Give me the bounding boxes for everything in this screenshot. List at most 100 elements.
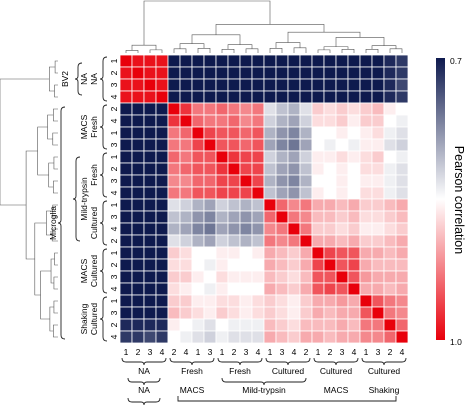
dendrogram-branch <box>125 50 139 53</box>
heatmap-cell <box>275 174 289 188</box>
heatmap-cell <box>239 294 253 308</box>
heatmap-cell <box>179 54 193 68</box>
heatmap-cell <box>119 54 133 68</box>
dendrogram-branch <box>269 48 283 53</box>
group-bracket <box>313 357 359 366</box>
heatmap-cell <box>191 270 205 284</box>
heatmap-cell <box>167 138 181 152</box>
row-tick-label: 1 <box>109 250 119 255</box>
heatmap-cell <box>179 102 193 116</box>
heatmap-cell <box>131 54 145 68</box>
dendrogram-branch <box>53 300 58 314</box>
heatmap-cell <box>395 318 409 332</box>
heatmap-cell <box>203 186 217 200</box>
row-tick-label: 2 <box>109 262 119 267</box>
heatmap-cell <box>239 54 253 68</box>
heatmap-cell <box>203 66 217 80</box>
heatmap-cell <box>263 102 277 116</box>
group-bracket <box>221 377 307 386</box>
heatmap-cell <box>371 258 385 272</box>
row-tick-label: 3 <box>109 82 119 87</box>
heatmap-cell <box>167 150 181 164</box>
heatmap-cell <box>263 234 277 248</box>
heatmap-cell <box>215 318 229 332</box>
heatmap-cell <box>119 282 133 296</box>
column-method-label: Mild-trypsin <box>242 385 286 395</box>
heatmap-cell <box>239 114 253 128</box>
heatmap-cell <box>335 66 349 80</box>
heatmap-cell <box>395 222 409 236</box>
heatmap-cell <box>143 150 157 164</box>
heatmap-cell <box>203 222 217 236</box>
heatmap-cell <box>347 186 361 200</box>
heatmap-cell <box>383 330 397 344</box>
heatmap-cell <box>143 258 157 272</box>
heatmap-cell <box>179 294 193 308</box>
heatmap-cell <box>299 318 313 332</box>
heatmap-cell <box>179 162 193 176</box>
row-tick-label: 2 <box>109 166 119 171</box>
group-bracket <box>361 357 407 366</box>
heatmap-cell <box>251 306 265 320</box>
group-bracket <box>177 396 397 402</box>
heatmap-cell <box>311 306 325 320</box>
heatmap-cell <box>191 234 205 248</box>
row-tick-label: 3 <box>109 142 119 147</box>
column-tick-label: 4 <box>184 347 189 357</box>
heatmap-cell <box>131 234 145 248</box>
heatmap-cell <box>299 90 313 104</box>
heatmap-cell <box>371 198 385 212</box>
heatmap-cell <box>359 198 373 212</box>
heatmap-cell <box>359 186 373 200</box>
heatmap-cell <box>347 162 361 176</box>
heatmap-cell <box>203 198 217 212</box>
heatmap-cell <box>311 54 325 68</box>
heatmap-cell <box>275 138 289 152</box>
heatmap-cell <box>203 270 217 284</box>
heatmap-cell <box>371 210 385 224</box>
heatmap-cell <box>251 282 265 296</box>
heatmap-cell <box>311 186 325 200</box>
column-tick-label: 4 <box>292 347 297 357</box>
heatmap-cell <box>251 102 265 116</box>
heatmap-cell <box>275 246 289 260</box>
heatmap-cell <box>263 66 277 80</box>
heatmap-cell <box>323 222 337 236</box>
heatmap-cell <box>263 210 277 224</box>
heatmap-cell <box>299 306 313 320</box>
heatmap-cell <box>131 126 145 140</box>
heatmap-cell <box>251 126 265 140</box>
heatmap-cell <box>347 270 361 284</box>
heatmap-cell <box>203 294 217 308</box>
dendrogram-branch <box>389 48 403 53</box>
heatmap-cell <box>299 174 313 188</box>
row-tick-label: 3 <box>109 214 119 219</box>
column-tick-label: 1 <box>316 347 321 357</box>
heatmap-cell <box>131 174 145 188</box>
group-bracket <box>72 156 81 242</box>
row-tick-label: 4 <box>109 118 119 123</box>
heatmap-cell <box>191 186 205 200</box>
heatmap-cell <box>371 246 385 260</box>
heatmap-cell <box>311 102 325 116</box>
dendrogram-branch <box>245 48 259 53</box>
row-tick-label: 2 <box>109 238 119 243</box>
heatmap-cell <box>311 234 325 248</box>
heatmap-cell <box>335 270 349 284</box>
heatmap-cell <box>203 150 217 164</box>
heatmap-cell <box>251 246 265 260</box>
heatmap-cell <box>179 270 193 284</box>
column-group-label: Fresh <box>181 366 203 376</box>
heatmap-cell <box>143 162 157 176</box>
heatmap-cell <box>371 54 385 68</box>
heatmap-cell <box>131 138 145 152</box>
heatmap-cell <box>155 318 169 332</box>
heatmap-cell <box>155 186 169 200</box>
heatmap-cell <box>359 138 373 152</box>
heatmap-cell <box>203 174 217 188</box>
dendrogram-branch <box>37 126 49 176</box>
heatmap-cell <box>263 150 277 164</box>
heatmap-cell <box>155 330 169 344</box>
heatmap-cell <box>311 318 325 332</box>
heatmap-cell <box>395 138 409 152</box>
